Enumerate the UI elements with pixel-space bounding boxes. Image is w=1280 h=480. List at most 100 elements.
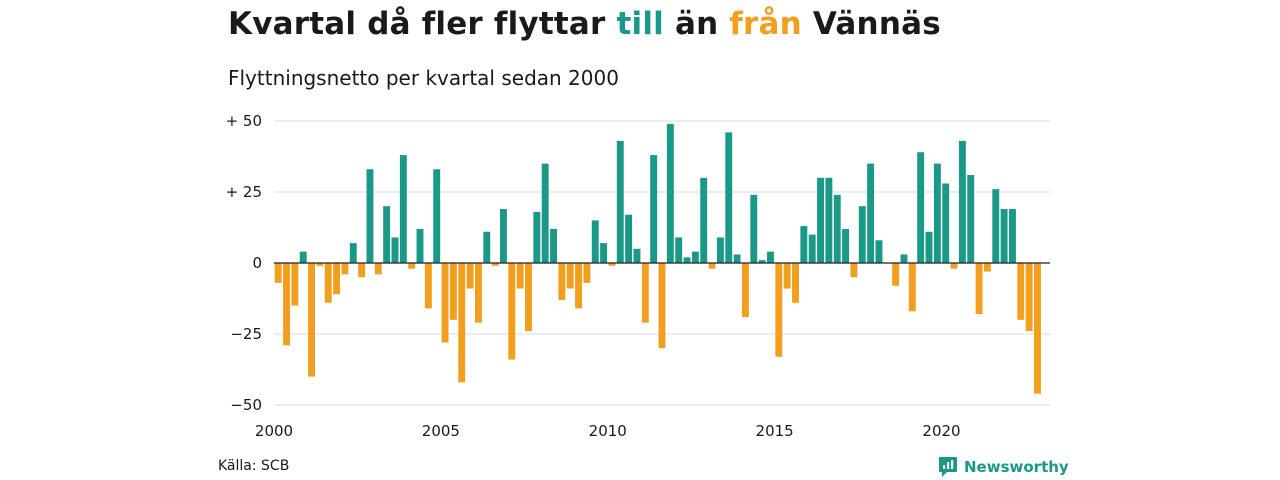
bar xyxy=(391,237,399,263)
bar xyxy=(308,263,316,377)
bar xyxy=(424,263,432,309)
x-tick-label: 2010 xyxy=(589,422,627,440)
bar xyxy=(616,140,624,263)
bar xyxy=(1017,263,1025,320)
bar xyxy=(625,214,633,263)
x-tick-label: 2000 xyxy=(255,422,293,440)
bar xyxy=(374,263,382,275)
bar xyxy=(675,237,683,263)
bar xyxy=(283,263,290,346)
bar xyxy=(474,263,482,323)
bar xyxy=(358,263,366,278)
bar xyxy=(825,177,833,263)
x-tick-label: 2020 xyxy=(922,422,960,440)
title-part-3: Vännäs xyxy=(801,6,941,42)
bar xyxy=(975,263,983,315)
bar xyxy=(666,123,674,263)
bar xyxy=(833,194,841,263)
bar xyxy=(633,248,641,263)
bar xyxy=(291,263,299,306)
bar xyxy=(850,263,858,278)
bar xyxy=(316,263,324,266)
bar xyxy=(683,257,691,263)
bar xyxy=(767,251,774,263)
bar xyxy=(900,254,908,263)
bar xyxy=(817,177,824,263)
bar xyxy=(349,243,357,263)
x-tick-label: 2005 xyxy=(422,422,460,440)
brand-name: Newsworthy xyxy=(964,458,1069,476)
y-tick-label: + 50 xyxy=(226,112,262,130)
source-note: Källa: SCB xyxy=(218,458,290,474)
bar xyxy=(875,240,883,263)
bar xyxy=(274,263,282,283)
bar xyxy=(641,263,649,323)
bar xyxy=(533,211,541,263)
bar xyxy=(483,231,491,263)
title-fran: från xyxy=(729,6,802,42)
bar xyxy=(933,163,941,263)
bar xyxy=(950,263,958,269)
bar xyxy=(750,194,758,263)
y-tick-label: 0 xyxy=(252,254,262,272)
bar xyxy=(741,263,749,317)
bar xyxy=(658,263,666,349)
bar xyxy=(783,263,791,289)
bar xyxy=(516,263,524,289)
newsworthy-chart-icon xyxy=(939,457,957,477)
bar xyxy=(1000,209,1008,263)
bar xyxy=(867,163,875,263)
x-axis-ticks: 2000 2005 2010 2015 2020 xyxy=(255,422,961,440)
bar xyxy=(383,206,391,263)
y-axis-ticks: + 50 + 25 0 −25 −50 xyxy=(226,112,262,414)
bar xyxy=(458,263,466,383)
bar xyxy=(858,206,866,263)
chart-title: Kvartal då fler flyttar till än från Vän… xyxy=(228,6,941,42)
bar xyxy=(967,174,975,263)
bar xyxy=(808,234,816,263)
bar xyxy=(491,263,499,266)
bar xyxy=(942,183,950,263)
bar xyxy=(299,251,307,263)
bar xyxy=(650,155,658,263)
bar xyxy=(583,263,591,283)
bar xyxy=(708,263,716,269)
bar xyxy=(433,169,441,263)
bar xyxy=(917,152,925,263)
bar xyxy=(908,263,916,312)
bar xyxy=(591,220,599,263)
bar xyxy=(333,263,341,295)
title-till: till xyxy=(616,6,664,42)
bar xyxy=(608,263,616,266)
bar xyxy=(558,263,566,300)
bar xyxy=(925,231,933,263)
bar xyxy=(525,263,532,332)
bar xyxy=(566,263,574,289)
bar xyxy=(983,263,991,272)
bar xyxy=(550,228,557,263)
bar xyxy=(600,243,608,263)
bar xyxy=(758,260,766,263)
bar xyxy=(466,263,474,289)
x-tick-label: 2015 xyxy=(756,422,794,440)
bar xyxy=(408,263,416,269)
bar xyxy=(725,132,733,263)
bar xyxy=(508,263,516,360)
bar xyxy=(700,177,708,263)
title-part-2: än xyxy=(663,6,730,42)
bar xyxy=(1008,209,1016,263)
bar xyxy=(733,254,741,263)
bar xyxy=(399,155,407,263)
bar xyxy=(691,251,699,263)
bars xyxy=(274,123,1041,394)
bar xyxy=(1034,263,1041,394)
bar xyxy=(541,163,549,263)
bar xyxy=(775,263,783,357)
bar xyxy=(575,263,583,309)
title-part-1: Kvartal då fler flyttar xyxy=(228,6,617,42)
chart-subtitle: Flyttningsnetto per kvartal sedan 2000 xyxy=(228,66,619,90)
bar xyxy=(800,226,808,263)
bar xyxy=(958,140,966,263)
bar xyxy=(792,263,799,303)
